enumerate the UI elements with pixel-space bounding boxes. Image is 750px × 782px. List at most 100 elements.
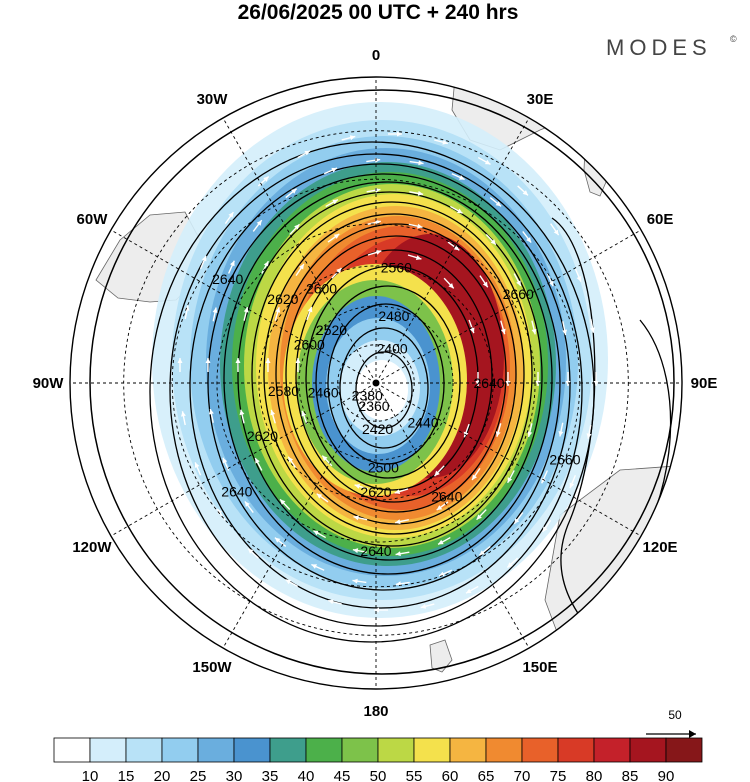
wind-arrow	[287, 456, 297, 469]
contour-label: 2660	[503, 286, 534, 302]
contour-label: 2640	[212, 271, 243, 287]
longitude-label: 30W	[197, 91, 229, 108]
colorbar-swatch	[341, 737, 379, 763]
meridian-line	[375, 229, 642, 384]
colorbar-tick-label: 35	[262, 768, 279, 782]
contour-label: 2660	[549, 451, 580, 467]
wind-arrow	[194, 462, 202, 476]
wind-arrow	[327, 233, 340, 243]
contour-label: 2620	[360, 484, 391, 500]
contour-labels: 2640 2620 2600 2600 2580 2560 2520 2500 2480 2460…	[212, 260, 581, 559]
wind-arrow	[550, 223, 560, 236]
longitude-label: 180	[363, 703, 388, 720]
contour-label: 2620	[247, 428, 278, 444]
wind-arrow	[274, 307, 281, 321]
contour-label: 2620	[267, 291, 298, 307]
wind-arrow	[593, 372, 599, 386]
contour-label-text: 2560	[381, 260, 412, 276]
wind-arrow	[388, 131, 402, 137]
colorbar-swatch	[197, 737, 235, 763]
colorbar-tick-label: 85	[622, 768, 639, 782]
contour-label-text: 2600	[306, 281, 337, 297]
wind-arrow	[274, 537, 287, 548]
contour-label: 2600	[294, 336, 325, 352]
brand-mark: ©	[730, 34, 737, 44]
contour-label: 2520	[316, 322, 347, 338]
contour-label-text: 2580	[268, 383, 299, 399]
contour-label-text: 2660	[503, 286, 534, 302]
reference-vector-label: 50	[668, 708, 682, 722]
wind-arrow	[352, 548, 367, 554]
longitude-label: 120W	[72, 539, 112, 556]
longitude-label: 0	[372, 47, 380, 64]
wind-arrow	[443, 277, 455, 289]
wind-arrow	[311, 563, 325, 571]
wind-vectors	[177, 131, 599, 613]
wind-arrow	[500, 320, 506, 335]
wind-arrow	[438, 569, 453, 577]
meridian-line	[110, 229, 377, 384]
wind-arrow	[295, 358, 301, 372]
contour-label: 2640	[221, 484, 252, 500]
colorbar-swatch	[629, 737, 667, 763]
colorbar-tick-label: 10	[82, 768, 99, 782]
wind-arrow	[374, 607, 388, 613]
parallel-line	[216, 223, 536, 543]
wind-arrow	[295, 263, 305, 276]
wind-arrow	[341, 135, 356, 141]
wind-arrow	[590, 318, 595, 333]
contour-label: 2360	[358, 398, 389, 414]
wind-arrow	[367, 249, 382, 256]
wind-arrow	[212, 307, 218, 322]
parallel-line	[298, 305, 454, 461]
map-disk	[70, 77, 682, 689]
parallel-line	[337, 344, 415, 422]
wind-arrow	[306, 306, 313, 321]
contour-label-text: 2400	[377, 340, 408, 356]
colorbar-tick-label: 80	[586, 768, 603, 782]
wind-arrow	[279, 498, 291, 511]
longitude-label: 150W	[192, 659, 232, 676]
contour-label: 2640	[473, 375, 504, 391]
contour-label-text: 2600	[294, 336, 325, 352]
wind-arrow	[257, 175, 270, 187]
contour-label-text: 2420	[362, 421, 393, 437]
colorbar-tick-label: 15	[118, 768, 135, 782]
contour-label: 2600	[306, 281, 337, 297]
longitude-labels: 0 30E 60E 90E 120E 150E 180 150W 120W 90W 60W 30W	[33, 47, 718, 720]
wind-arrow	[323, 167, 338, 175]
south-pole-marker	[372, 379, 380, 387]
contour-label-text: 2640	[360, 543, 391, 559]
contour-label-text: 2640	[221, 484, 252, 500]
wind-arrow	[479, 275, 489, 288]
contour-label-text: 2480	[378, 308, 409, 324]
wind-arrow	[395, 551, 410, 557]
parallel-line	[123, 130, 629, 636]
contour-label: 2440	[407, 414, 438, 430]
wind-arrow	[513, 512, 524, 525]
colorbar-tick-label: 50	[370, 768, 387, 782]
colorbar-swatch	[449, 737, 487, 763]
wind-arrow	[451, 173, 465, 181]
colorbar-tick-label: 65	[478, 768, 495, 782]
wind-arrow	[177, 358, 183, 372]
wind-arrow	[313, 530, 327, 539]
wind-arrow	[449, 205, 463, 214]
colorbar-swatch	[305, 737, 343, 763]
parallel-line	[258, 265, 494, 501]
contour-label: 2640	[360, 543, 391, 559]
wind-arrow	[434, 139, 449, 145]
colorbar-tick-label: 70	[514, 768, 531, 782]
wind-arrow	[437, 536, 451, 545]
wind-arrow	[513, 273, 522, 287]
wind-arrow	[354, 483, 369, 490]
wind-arrow	[261, 260, 269, 274]
wind-arrow	[316, 493, 329, 503]
reference-vector-arrowhead	[689, 730, 696, 738]
colorbar-swatch	[233, 737, 271, 763]
wind-arrow	[542, 519, 552, 533]
contour-label-text: 2380	[352, 388, 383, 404]
wind-arrow	[475, 372, 481, 386]
contour-label: 2480	[378, 308, 409, 324]
contour-label-text: 2620	[360, 484, 391, 500]
